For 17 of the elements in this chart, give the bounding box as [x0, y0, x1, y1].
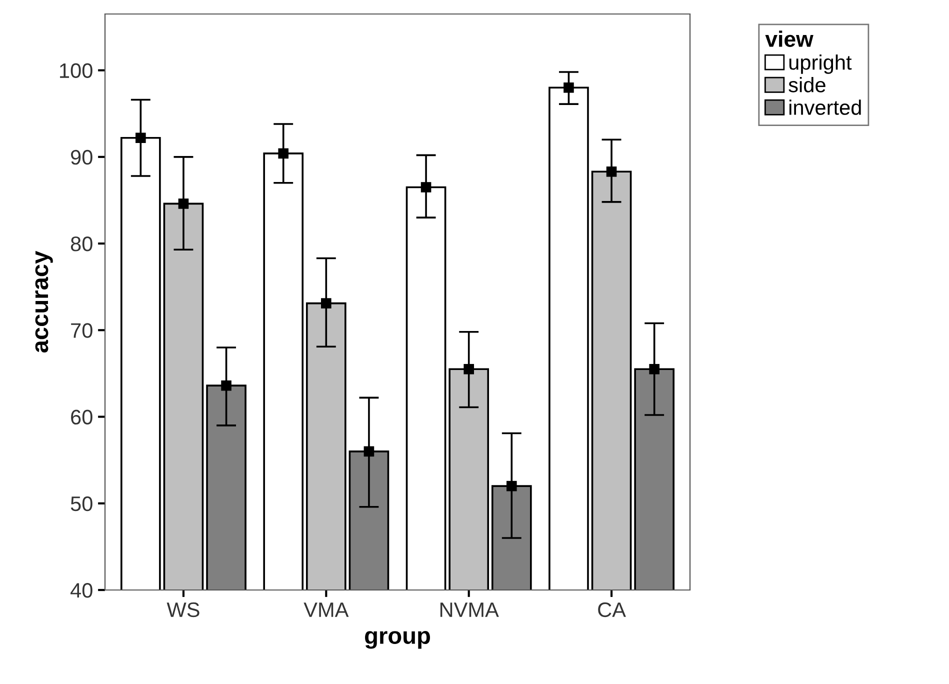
y-tick-label: 40: [70, 583, 92, 598]
x-axis-title: group: [365, 631, 430, 649]
y-tick-label: 50: [70, 496, 92, 512]
y-tick-label: 80: [70, 236, 92, 252]
x-tick-label: NVMA: [440, 602, 499, 617]
legend-label: side: [788, 77, 826, 92]
legend-label: upright: [789, 54, 852, 74]
legend-title: view: [765, 30, 814, 47]
y-tick-label: 60: [71, 410, 92, 425]
y-tick-label: 70: [71, 323, 92, 338]
x-tick-label: VMA: [304, 602, 349, 617]
y-tick-label: 90: [71, 150, 92, 165]
y-axis-title: accuracy: [35, 250, 53, 352]
x-tick-label: CA: [598, 602, 626, 618]
legend-label: inverted: [789, 100, 861, 115]
y-tick-label: 100: [60, 63, 92, 78]
x-tick-label: WS: [166, 602, 200, 618]
